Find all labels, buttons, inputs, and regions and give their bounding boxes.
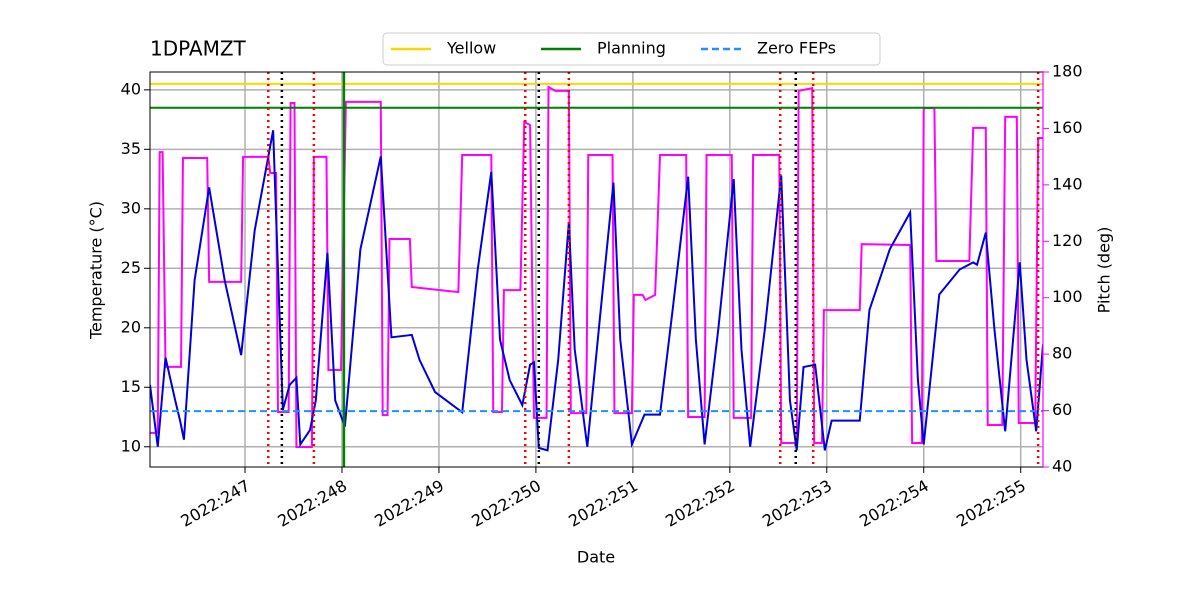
legend-label: Yellow xyxy=(446,39,496,58)
y2-tick-label: 40 xyxy=(1052,457,1072,476)
x-tick-label: 2022:252 xyxy=(662,476,738,531)
y-tick-label: 25 xyxy=(121,258,141,277)
x-tick-label: 2022:254 xyxy=(856,476,932,531)
x-tick-label: 2022:248 xyxy=(274,476,350,531)
y-tick-label: 20 xyxy=(121,317,141,336)
y-tick-label: 35 xyxy=(121,139,141,158)
x-tick-label: 2022:247 xyxy=(177,476,253,531)
x-tick-label: 2022:250 xyxy=(468,476,544,531)
legend-label: Planning xyxy=(597,39,666,58)
y2-tick-label: 180 xyxy=(1052,62,1083,81)
y2-tick-label: 160 xyxy=(1052,118,1083,137)
pitch xyxy=(150,85,1043,448)
y-tick-label: 30 xyxy=(121,198,141,217)
y-axis-label: Temperature (°C) xyxy=(87,201,106,340)
legend-box xyxy=(382,32,881,66)
x-axis-label: Date xyxy=(577,548,615,567)
chart-title: 1DPAMZT xyxy=(150,37,247,61)
x-tick-label: 2022:249 xyxy=(371,476,447,531)
y2-axis-label: Pitch (deg) xyxy=(1095,227,1114,314)
y2-tick-label: 60 xyxy=(1052,400,1072,419)
y-tick-label: 10 xyxy=(121,436,141,455)
y2-tick-label: 140 xyxy=(1052,174,1083,193)
y-tick-label: 40 xyxy=(121,79,141,98)
x-tick-label: 2022:251 xyxy=(565,476,641,531)
y-tick-label: 15 xyxy=(121,377,141,396)
legend-label: Zero FEPs xyxy=(757,39,836,58)
y2-tick-label: 100 xyxy=(1052,287,1083,306)
y2-tick-label: 80 xyxy=(1052,344,1072,363)
x-tick-label: 2022:253 xyxy=(759,476,835,531)
y2-tick-label: 120 xyxy=(1052,231,1083,250)
temperature xyxy=(150,130,1043,452)
x-tick-label: 2022:255 xyxy=(953,476,1029,531)
